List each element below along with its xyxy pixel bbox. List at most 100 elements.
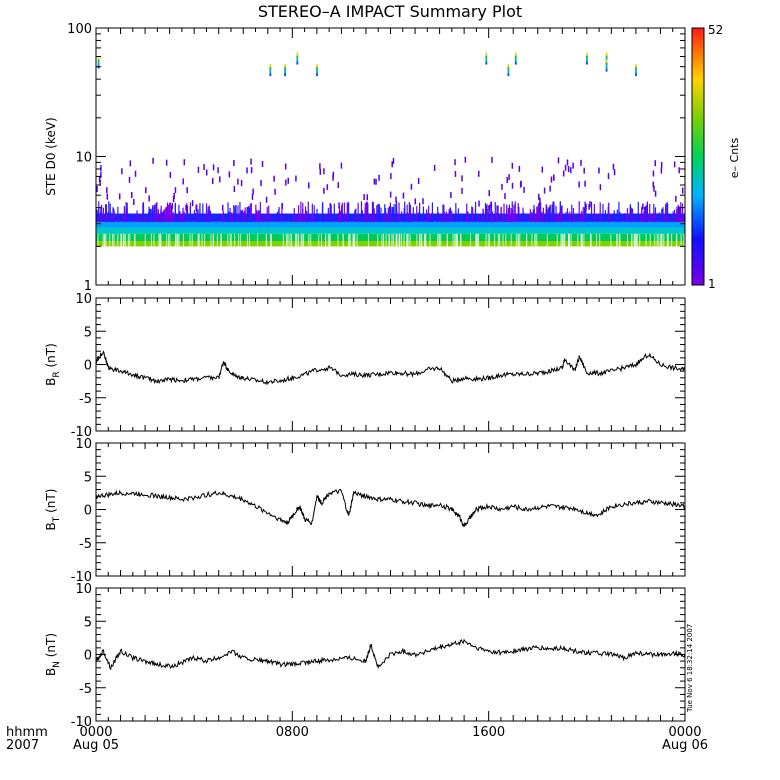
energy-spike	[296, 52, 299, 65]
spectrogram-gap	[120, 233, 122, 247]
y-tick-label: -10	[71, 715, 92, 730]
spectrogram-streak	[442, 204, 444, 222]
energy-spike-segment	[507, 64, 510, 68]
spectrogram-speck	[511, 162, 514, 169]
spectrogram-streak	[137, 214, 140, 222]
spectrogram-gap	[663, 233, 665, 247]
spectrogram-streak	[599, 202, 601, 222]
spectrogram-streak	[406, 204, 408, 222]
spectrogram-streak	[169, 202, 171, 222]
spectrogram-speck	[678, 167, 680, 174]
spectrogram-gap	[424, 233, 426, 247]
spectrogram-gap	[204, 233, 206, 247]
spectrogram-gap	[658, 233, 660, 247]
spectrogram-streak	[510, 208, 512, 222]
spectrogram-streak	[658, 212, 660, 222]
spectrogram-gap	[183, 233, 185, 247]
energy-spike-segment	[635, 73, 637, 77]
spectrogram-gap	[660, 233, 662, 247]
spectrogram-streak	[239, 201, 241, 222]
spectrogram-speck	[233, 159, 235, 166]
energy-spike-segment	[635, 70, 637, 74]
spectrogram-streak	[113, 211, 115, 222]
energy-spike	[635, 64, 637, 77]
spectrogram-streak	[270, 214, 272, 222]
spectrogram-speck	[545, 205, 548, 212]
energy-spike-segment	[316, 64, 318, 68]
spectrogram-gap	[497, 233, 499, 247]
spectrogram-streak	[680, 202, 682, 222]
spectrogram-streak	[96, 209, 98, 222]
spectrogram-streak	[146, 215, 148, 222]
spectrogram-streak	[327, 207, 329, 222]
spectrogram-gap	[109, 233, 111, 247]
spectrogram-speck	[414, 198, 417, 205]
spectrogram-speck	[660, 161, 663, 168]
spectrogram-streak	[105, 204, 107, 222]
spectrogram-gap	[353, 233, 355, 247]
spectrogram-speck	[186, 187, 188, 194]
spectrogram-streak	[254, 218, 256, 222]
spectrogram-streak	[135, 213, 138, 222]
spectrogram-streak	[310, 215, 312, 222]
spectrogram-streak	[199, 203, 201, 222]
spectrogram-streak	[441, 217, 443, 222]
panel-frame	[95, 297, 686, 432]
x-tick-label: 0000	[668, 725, 701, 740]
spectrogram-speck	[233, 186, 236, 193]
spectrogram-gap	[401, 233, 403, 247]
spectrogram-gap	[440, 233, 442, 247]
spectrogram-streak	[170, 205, 173, 222]
spectrogram-streak	[517, 202, 519, 222]
spectrogram-streak	[281, 203, 283, 222]
spectrogram-gap	[301, 233, 303, 247]
spectrogram-speck	[211, 178, 214, 185]
spectrogram-gap	[320, 233, 322, 247]
spectrogram-streak	[373, 208, 375, 222]
spectrogram-streak	[197, 209, 199, 222]
spectrogram-streak	[389, 202, 392, 222]
spectrogram-streak	[514, 201, 516, 222]
spectrogram-gap	[446, 233, 448, 247]
spectrogram-streak	[231, 212, 233, 222]
spectrogram-streak	[655, 212, 657, 222]
spectrogram-speck	[599, 184, 602, 191]
spectrogram-streak	[338, 212, 341, 222]
spectrogram-streak	[368, 215, 370, 222]
spectrogram-streak	[584, 201, 586, 222]
spectrogram-gap	[485, 233, 487, 247]
spectrogram-speck	[99, 179, 101, 186]
spectrogram-gap	[631, 233, 633, 247]
spectrogram-speck	[422, 198, 424, 205]
spectrogram-speck	[274, 188, 276, 195]
energy-spike-segment	[485, 55, 488, 59]
spectrogram-streak	[570, 215, 572, 222]
spectrogram-streak	[341, 205, 343, 222]
spectrogram-streak	[478, 214, 481, 222]
spectrogram-streak	[462, 213, 464, 222]
spectrogram-streak	[466, 203, 468, 222]
spectrogram-streak	[165, 207, 167, 222]
spectrogram-streak	[357, 202, 359, 222]
spectrogram-gap	[296, 233, 298, 247]
spectrogram-speck	[133, 198, 135, 205]
spectrogram-streak	[457, 208, 460, 222]
spectrogram-streak	[548, 207, 550, 222]
spectrogram-streak	[348, 202, 350, 222]
spectrogram-streak	[196, 204, 198, 222]
spectrogram-speck	[323, 168, 325, 175]
spectrogram-streaks	[96, 156, 686, 247]
energy-spike	[605, 59, 608, 72]
spectrogram-speck	[203, 164, 205, 171]
spectrogram-speck	[518, 165, 521, 172]
spectrogram-gap	[356, 233, 358, 247]
spectrogram-gap	[564, 233, 566, 247]
spectrogram-streak	[596, 217, 598, 222]
spectrogram-streak	[458, 216, 460, 222]
spectrogram-gap	[102, 233, 104, 247]
y-tick-label: 10	[75, 151, 92, 166]
spectrogram-streak	[576, 214, 579, 222]
spectrogram-streak	[652, 213, 654, 222]
spectrogram-streak	[429, 217, 431, 222]
bt-panel: -10 -5 0 5 10 BT (nT)	[44, 437, 686, 585]
